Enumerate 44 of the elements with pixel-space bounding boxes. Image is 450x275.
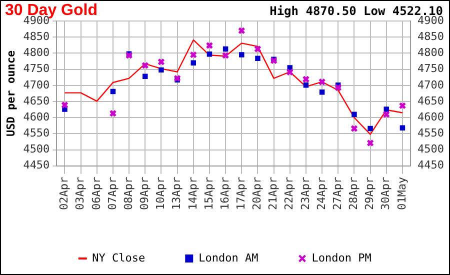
y-tick-label: 4750	[23, 62, 50, 76]
x-tick-label: 21Apr	[266, 176, 280, 210]
y2-tick-label: 4800	[418, 46, 444, 60]
y-tick-label: 4550	[23, 126, 50, 140]
x-tick-label: 15Apr	[202, 176, 216, 210]
x-tick-label: 08Apr	[122, 176, 135, 210]
x-tick-label: 22Apr	[282, 176, 296, 210]
y-tick-label: 4850	[23, 30, 50, 43]
legend-label: NY Close	[92, 251, 146, 264]
x-tick-label: 07Apr	[106, 176, 119, 210]
x-tick-label: 06Apr	[90, 176, 103, 210]
y2-tick-label: 4850	[418, 30, 444, 43]
x-tick-label: 17Apr	[234, 176, 248, 210]
y2-tick-label: 4700	[418, 78, 444, 92]
legend-label: London AM	[198, 251, 259, 264]
x-tick-label: 27Apr	[330, 176, 344, 210]
y2-tick-label: 4750	[418, 62, 444, 76]
x-tick-label: 16Apr	[218, 176, 232, 210]
x-tick-label: 14Apr	[186, 176, 200, 210]
y-tick-label: 4500	[23, 142, 50, 156]
x-tick-label: 03Apr	[74, 176, 87, 210]
y2-tick-label: 4550	[418, 126, 444, 140]
y2-tick-label: 4450	[418, 158, 444, 172]
x-tick-label: 13Apr	[170, 176, 184, 210]
x-tick-label: 30Apr	[379, 176, 392, 210]
x-tick-label: 20Apr	[250, 176, 264, 210]
x-tick-label: 23Apr	[298, 176, 312, 210]
x-tick-label: 01May	[395, 176, 408, 210]
y-tick-label: 4450	[23, 158, 50, 172]
y2-tick-label: 4500	[418, 142, 444, 156]
x-tick-label: 10Apr	[154, 176, 168, 210]
legend-label: London PM	[312, 251, 372, 264]
x-tick-label: 29Apr	[363, 176, 376, 210]
y2-tick-label: 4650	[418, 94, 444, 108]
x-tick-label: 09Apr	[138, 176, 152, 210]
y-tick-label: 4700	[23, 78, 50, 92]
x-tick-label: 02Apr	[58, 176, 71, 210]
y2-tick-label: 4600	[418, 110, 444, 124]
y-axis-title: USD per ounce	[4, 50, 18, 136]
x-tick-label: 24Apr	[314, 176, 328, 210]
y-tick-label: 4800	[23, 46, 50, 60]
y-tick-label: 4600	[23, 110, 50, 124]
y-tick-label: 4650	[23, 94, 50, 108]
x-tick-label: 28Apr	[347, 176, 360, 210]
